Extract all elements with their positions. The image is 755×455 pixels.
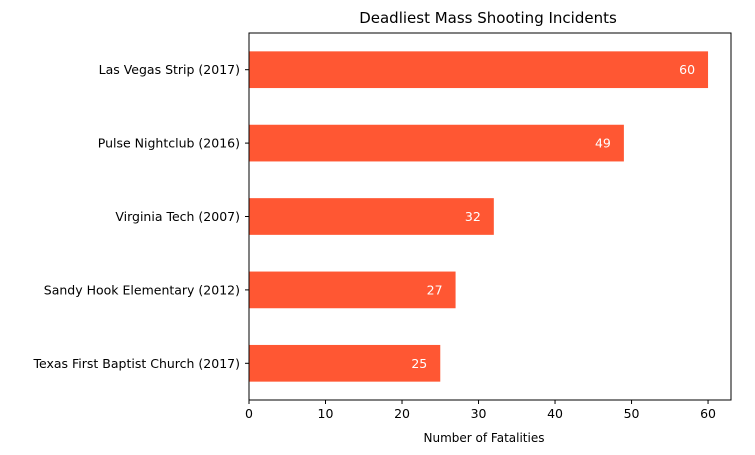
x-tick-label: 0 xyxy=(245,406,253,421)
x-tick-label: 20 xyxy=(394,406,410,421)
bar-value-label: 27 xyxy=(427,282,443,297)
y-tick-label: Texas First Baptist Church (2017) xyxy=(32,356,240,371)
y-tick-label: Sandy Hook Elementary (2012) xyxy=(44,282,240,297)
x-tick-label: 40 xyxy=(547,406,563,421)
bar-value-label: 49 xyxy=(595,136,611,151)
bar xyxy=(249,271,456,309)
bar-value-label: 32 xyxy=(465,209,481,224)
x-axis-label: Number of Fatalities xyxy=(424,431,545,445)
bar-value-label: 25 xyxy=(411,356,427,371)
x-tick-label: 10 xyxy=(318,406,334,421)
bars-layer: 25 27 32 49 60 xyxy=(249,51,709,382)
x-tick-label: 50 xyxy=(624,406,640,421)
bar xyxy=(249,198,494,235)
y-tick-label: Virginia Tech (2007) xyxy=(115,209,240,224)
bar-value-label: 60 xyxy=(679,62,695,77)
bar xyxy=(249,124,624,162)
y-tick-label: Pulse Nightclub (2016) xyxy=(98,136,240,151)
y-tick-label: Las Vegas Strip (2017) xyxy=(99,62,240,77)
bar xyxy=(249,51,709,89)
bar xyxy=(249,344,441,382)
chart-title: Deadliest Mass Shooting Incidents xyxy=(359,9,617,27)
x-tick-label: 60 xyxy=(700,406,716,421)
ticks-layer: Texas First Baptist Church (2017) Sandy H… xyxy=(32,62,716,421)
x-tick-label: 30 xyxy=(471,406,487,421)
